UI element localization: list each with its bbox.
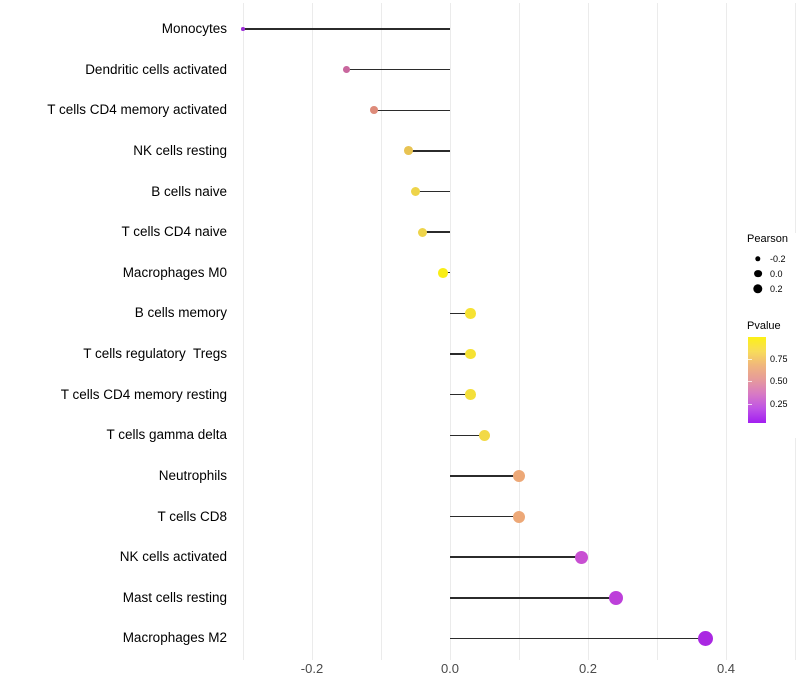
category-label: T cells regulatory Tregs bbox=[83, 346, 227, 362]
category-label: Macrophages M0 bbox=[122, 264, 227, 280]
stem bbox=[450, 515, 519, 518]
gridline bbox=[657, 3, 658, 660]
data-point bbox=[343, 66, 350, 74]
size-legend-dot bbox=[754, 269, 762, 278]
colorbar-tick-label: 0.50 bbox=[770, 376, 788, 387]
stem bbox=[450, 312, 471, 315]
data-point bbox=[465, 389, 476, 400]
category-label: Neutrophils bbox=[158, 467, 227, 483]
gridline bbox=[588, 3, 589, 660]
category-label: Monocytes bbox=[161, 21, 227, 36]
data-point bbox=[241, 27, 245, 31]
stem bbox=[450, 597, 616, 599]
data-point bbox=[370, 106, 378, 115]
stem bbox=[450, 475, 519, 477]
category-label: T cells CD4 memory resting bbox=[60, 386, 227, 402]
stem bbox=[450, 556, 582, 558]
x-tick-label: 0.4 bbox=[716, 661, 736, 676]
colorbar-tick bbox=[748, 381, 752, 383]
gridline bbox=[312, 3, 313, 660]
size-legend-dot bbox=[755, 255, 761, 262]
stem bbox=[450, 393, 471, 396]
data-point bbox=[465, 308, 476, 319]
gridline bbox=[519, 3, 520, 660]
colorbar-tick bbox=[748, 403, 752, 405]
stem bbox=[408, 150, 450, 152]
category-label: NK cells activated bbox=[119, 549, 227, 565]
size-legend-entry: 0.2 bbox=[747, 281, 800, 296]
x-tick-label: 0.0 bbox=[440, 661, 460, 676]
category-label: T cells gamma delta bbox=[106, 427, 227, 443]
size-legend-title: Pearson bbox=[747, 233, 788, 245]
size-legend-entry: 0.0 bbox=[747, 266, 800, 281]
data-point bbox=[513, 469, 525, 482]
category-label: Macrophages M2 bbox=[122, 630, 227, 646]
colorbar-tick bbox=[748, 358, 752, 360]
category-label: Dendritic cells activated bbox=[85, 61, 227, 77]
colorbar-tick-label: 0.75 bbox=[770, 353, 788, 364]
size-legend-entry: -0.2 bbox=[747, 251, 800, 266]
data-point bbox=[574, 550, 588, 564]
size-legend-label: 0.2 bbox=[770, 283, 783, 294]
stem bbox=[346, 68, 450, 71]
color-legend-title: Pvalue bbox=[747, 320, 781, 332]
stem bbox=[415, 190, 450, 193]
stem bbox=[450, 637, 706, 640]
legend: Pearson -0.2 0.0 0.2 Pvalue 0.75 0.50 0.25 bbox=[740, 233, 800, 438]
data-point bbox=[465, 348, 476, 360]
category-label: Mast cells resting bbox=[122, 589, 227, 605]
category-label: T cells CD8 bbox=[157, 508, 227, 524]
data-point bbox=[608, 590, 623, 605]
data-point bbox=[404, 146, 413, 156]
gridline bbox=[381, 3, 382, 660]
category-label: T cells CD4 memory activated bbox=[47, 102, 227, 118]
data-point bbox=[697, 630, 713, 647]
stem bbox=[243, 28, 450, 30]
category-label: B cells memory bbox=[134, 305, 227, 321]
color-legend: 0.75 0.50 0.25 bbox=[748, 337, 800, 423]
size-legend-label: 0.0 bbox=[770, 268, 783, 279]
x-tick-label: -0.2 bbox=[300, 661, 324, 676]
category-label: B cells naive bbox=[151, 183, 227, 199]
category-label: NK cells resting bbox=[133, 142, 227, 158]
colorbar-tick-label: 0.25 bbox=[770, 398, 788, 409]
size-legend-dot bbox=[753, 283, 763, 294]
data-point bbox=[417, 227, 427, 237]
data-point bbox=[411, 187, 420, 197]
gridline bbox=[450, 3, 451, 660]
size-legend-label: -0.2 bbox=[770, 253, 786, 264]
stem bbox=[422, 231, 450, 233]
data-point bbox=[513, 510, 525, 523]
pvalue-colorbar bbox=[748, 337, 766, 423]
x-tick-label: 0.2 bbox=[578, 661, 598, 676]
category-label: T cells CD4 naive bbox=[121, 224, 227, 240]
stem bbox=[450, 434, 485, 436]
gridline bbox=[726, 3, 727, 660]
plot-panel bbox=[233, 3, 797, 660]
gridline bbox=[243, 3, 244, 660]
data-point bbox=[438, 267, 448, 278]
stem bbox=[450, 353, 471, 355]
stem bbox=[374, 109, 450, 111]
size-legend: -0.2 0.0 0.2 bbox=[740, 251, 800, 296]
data-point bbox=[478, 429, 491, 441]
